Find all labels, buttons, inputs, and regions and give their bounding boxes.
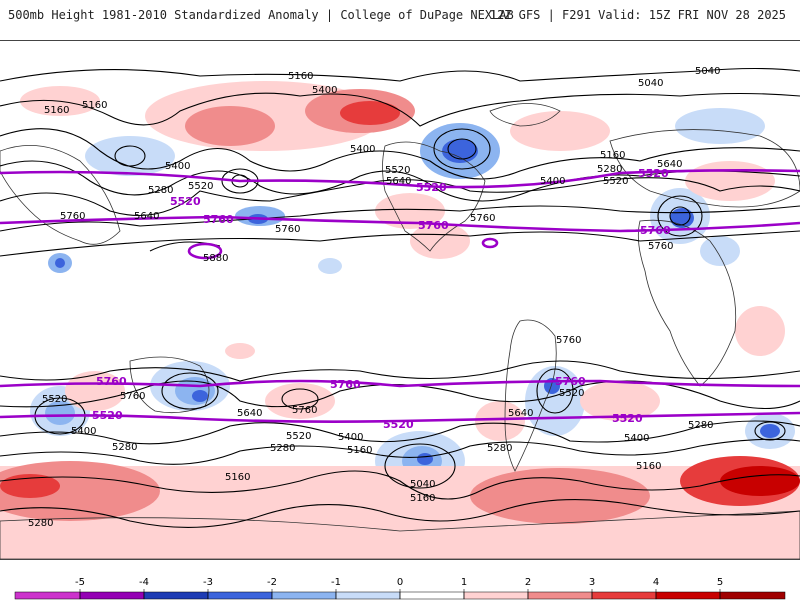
- label-5400-s-left: 5400: [71, 426, 96, 437]
- reference-height-lines: [0, 169, 800, 423]
- label-5520-s-sa: 5520: [559, 388, 584, 399]
- color-scale-tick-label: -1: [331, 577, 341, 588]
- ref-5760-s-left: 5760: [96, 375, 127, 388]
- color-scale-tick-label: -2: [267, 577, 277, 588]
- ref-5520-s-mid: 5520: [383, 418, 414, 431]
- label-5640-s-mid: 5640: [237, 408, 262, 419]
- label-5280-bottom: 5280: [28, 518, 53, 529]
- color-swatch: [335, 591, 401, 600]
- ref-5760-right: 5760: [640, 224, 671, 237]
- color-scale-tick-label: 1: [461, 577, 467, 588]
- ref-5760-s-mid: 5760: [330, 378, 361, 391]
- label-5160-s-mid: 5160: [347, 445, 372, 456]
- color-scale-tick-label: -4: [139, 577, 149, 588]
- color-scale-tick-label: 4: [653, 577, 659, 588]
- color-scale-swatches: [14, 591, 786, 600]
- label-5760-far-right: 5760: [648, 241, 673, 252]
- label-5880: 5880: [203, 253, 228, 264]
- color-swatch: [14, 591, 81, 600]
- ref-5760-mid: 5760: [418, 219, 449, 232]
- label-5640-mid: 5640: [386, 176, 411, 187]
- label-5760-mid: 5760: [275, 224, 300, 235]
- ref-5760-left: 5760: [203, 213, 234, 226]
- label-5040-s: 5040: [410, 479, 435, 490]
- reference-labels: 5520 5520 5520 5760 5760 5760 5760 5760 …: [92, 167, 671, 431]
- label-5760-right: 5760: [470, 213, 495, 224]
- label-5160-right: 5160: [600, 150, 625, 161]
- label-5400-right: 5400: [540, 176, 565, 187]
- label-5520-s-left: 5520: [42, 394, 67, 405]
- label-5520-right: 5520: [603, 176, 628, 187]
- anomaly-map: 5160 5040 5040 5400 5160 5160 5400 5160 …: [0, 66, 800, 559]
- ref-5520-s-right: 5520: [612, 412, 643, 425]
- color-swatch: [463, 591, 529, 600]
- label-5400-left: 5400: [165, 161, 190, 172]
- label-5640-s-sa: 5640: [508, 408, 533, 419]
- model-run-info: 12Z GFS | F291 Valid: 15Z FRI NOV 28 202…: [489, 8, 786, 22]
- color-scale-tick-label: 3: [589, 577, 595, 588]
- color-scale-tick-label: 2: [525, 577, 531, 588]
- color-swatch: [143, 591, 209, 600]
- contour-labels: 5160 5040 5040 5400 5160 5160 5400 5160 …: [28, 66, 720, 529]
- ref-5520-mid: 5520: [416, 181, 447, 194]
- label-5280-s-left: 5280: [112, 442, 137, 453]
- label-5760-s-mid: 5760: [292, 405, 317, 416]
- label-5400-s-right: 5400: [624, 433, 649, 444]
- color-swatch: [79, 591, 145, 600]
- label-5160-s-right: 5160: [636, 461, 661, 472]
- label-5520-mid: 5520: [385, 165, 410, 176]
- color-scale-tick-label: 5: [717, 577, 723, 588]
- color-swatch: [655, 591, 721, 600]
- label-5520-left: 5520: [188, 181, 213, 192]
- label-5640-left: 5640: [134, 211, 159, 222]
- ref-5520-right: 5520: [638, 167, 669, 180]
- label-5400-mid: 5400: [350, 144, 375, 155]
- map-title: 500mb Height 1981-2010 Standardized Anom…: [8, 8, 514, 22]
- label-5760-left: 5760: [60, 211, 85, 222]
- map-panel[interactable]: 5160 5040 5040 5400 5160 5160 5400 5160 …: [0, 40, 800, 560]
- label-5160-left: 5160: [44, 105, 69, 116]
- color-swatch: [719, 591, 786, 600]
- color-swatch: [207, 591, 273, 600]
- label-5400-top: 5400: [312, 85, 337, 96]
- color-swatch: [591, 591, 657, 600]
- label-5160-top: 5160: [288, 71, 313, 82]
- label-5640-right: 5640: [657, 159, 682, 170]
- color-scale-ticks: -5 -4 -3 -2 -1 0 1 2 3 4 5: [75, 577, 723, 599]
- label-5040-top: 5040: [638, 78, 663, 89]
- label-5280-left: 5280: [148, 185, 173, 196]
- label-5280-s-mid: 5280: [270, 443, 295, 454]
- label-5280-s-sa: 5280: [487, 443, 512, 454]
- color-scale-tick-label: 0: [397, 577, 403, 588]
- ref-5520-s-left: 5520: [92, 409, 123, 422]
- label-5160-s-left: 5160: [225, 472, 250, 483]
- color-swatch: [271, 591, 337, 600]
- label-5760-sa: 5760: [556, 335, 581, 346]
- color-swatch: [527, 591, 593, 600]
- label-5400-s-mid: 5400: [338, 432, 363, 443]
- ref-5760-s-sa: 5760: [555, 375, 586, 388]
- ref-5520-left: 5520: [170, 195, 201, 208]
- label-5040-right: 5040: [695, 66, 720, 77]
- label-5520-s-mid: 5520: [286, 431, 311, 442]
- label-5280-right: 5280: [597, 164, 622, 175]
- color-scale-tick-label: -3: [203, 577, 213, 588]
- label-5280-s-right: 5280: [688, 420, 713, 431]
- label-5160-left2: 5160: [82, 100, 107, 111]
- label-5760-s-left: 5760: [120, 391, 145, 402]
- label-5160-s-low: 5160: [410, 493, 435, 504]
- color-scale-tick-label: -5: [75, 577, 85, 588]
- color-scale-bar: -5 -4 -3 -2 -1 0 1 2 3 4 5: [14, 577, 786, 600]
- color-swatch: [399, 591, 465, 600]
